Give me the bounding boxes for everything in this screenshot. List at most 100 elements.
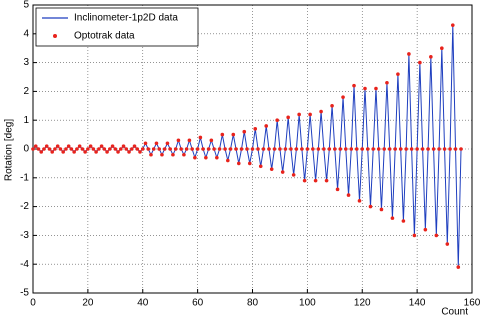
x-axis-title: Count <box>441 307 468 318</box>
data-point <box>374 86 378 91</box>
data-point <box>250 147 255 151</box>
y-tick-label: -2 <box>20 201 29 212</box>
data-point <box>327 147 332 151</box>
data-point <box>171 152 175 157</box>
data-point <box>102 147 107 151</box>
data-point <box>382 147 387 151</box>
data-point <box>61 150 65 154</box>
data-point <box>165 141 170 146</box>
y-tick-label: 2 <box>23 86 29 97</box>
data-point <box>146 147 151 151</box>
data-point <box>453 147 458 151</box>
data-point <box>231 132 236 137</box>
data-point <box>322 147 326 151</box>
data-point <box>442 147 447 151</box>
data-point <box>220 132 225 137</box>
data-point <box>182 152 186 157</box>
data-point <box>140 147 145 151</box>
data-point <box>415 147 419 151</box>
data-point <box>234 147 238 151</box>
data-point <box>300 147 304 151</box>
data-point <box>376 147 381 151</box>
data-point <box>294 147 299 151</box>
y-tick-label: -3 <box>20 230 29 241</box>
data-point <box>456 265 461 269</box>
data-point <box>371 147 376 151</box>
data-point <box>66 144 71 148</box>
data-point <box>401 219 406 223</box>
data-point <box>247 161 252 166</box>
data-point <box>429 55 433 59</box>
data-point <box>423 227 428 232</box>
data-point <box>50 150 55 154</box>
data-point <box>409 147 414 151</box>
data-point <box>168 147 172 151</box>
data-point <box>162 147 167 151</box>
data-point <box>412 233 417 238</box>
data-point <box>272 147 277 151</box>
data-point <box>195 147 200 151</box>
x-tick-label: 160 <box>464 298 481 309</box>
data-point <box>256 147 260 151</box>
data-point <box>269 167 274 171</box>
y-tick-label: -1 <box>20 172 29 183</box>
x-tick-label: 0 <box>30 298 36 309</box>
data-point <box>330 104 334 108</box>
data-point <box>91 147 96 151</box>
data-point <box>228 147 233 151</box>
x-tick-label: 120 <box>354 298 371 309</box>
data-point <box>88 144 93 148</box>
data-point <box>190 147 194 151</box>
data-point <box>77 144 82 148</box>
data-point <box>110 144 115 148</box>
data-point <box>431 147 436 151</box>
data-point <box>379 207 384 212</box>
data-point <box>324 178 329 183</box>
data-point <box>341 95 345 99</box>
y-tick-label: 4 <box>23 28 29 39</box>
data-point <box>335 187 340 192</box>
data-point <box>264 124 269 128</box>
data-point <box>94 150 98 154</box>
data-point <box>236 161 241 166</box>
data-point <box>387 147 392 151</box>
data-point <box>253 127 258 131</box>
data-point <box>319 109 323 114</box>
x-tick-label: 60 <box>192 298 204 309</box>
data-point <box>365 147 370 151</box>
data-point <box>97 147 101 151</box>
data-point <box>157 147 162 151</box>
data-point <box>420 147 425 151</box>
data-point <box>105 150 109 154</box>
data-point <box>198 135 203 140</box>
data-point <box>193 155 197 160</box>
data-point <box>440 46 444 50</box>
data-point <box>343 147 348 151</box>
data-point <box>124 147 129 151</box>
data-point <box>352 83 356 88</box>
data-point <box>316 147 321 151</box>
data-point <box>242 129 247 134</box>
data-point <box>338 147 343 151</box>
data-point <box>69 147 74 151</box>
data-point <box>278 147 282 151</box>
data-point <box>86 147 90 151</box>
data-point <box>291 173 296 177</box>
data-point <box>261 147 266 151</box>
data-point <box>368 204 373 209</box>
legend-label: Inclinometer-1p2D data <box>74 13 178 24</box>
data-point <box>72 150 76 154</box>
data-point <box>204 155 208 160</box>
data-point <box>176 138 181 143</box>
data-point <box>31 147 35 151</box>
data-point <box>187 138 192 143</box>
data-point <box>448 147 452 151</box>
data-point <box>305 147 310 151</box>
legend-box <box>35 7 199 47</box>
data-point <box>245 147 249 151</box>
data-point <box>302 178 307 183</box>
data-point <box>363 86 367 91</box>
x-tick-label: 20 <box>82 298 94 309</box>
data-point <box>445 242 450 246</box>
